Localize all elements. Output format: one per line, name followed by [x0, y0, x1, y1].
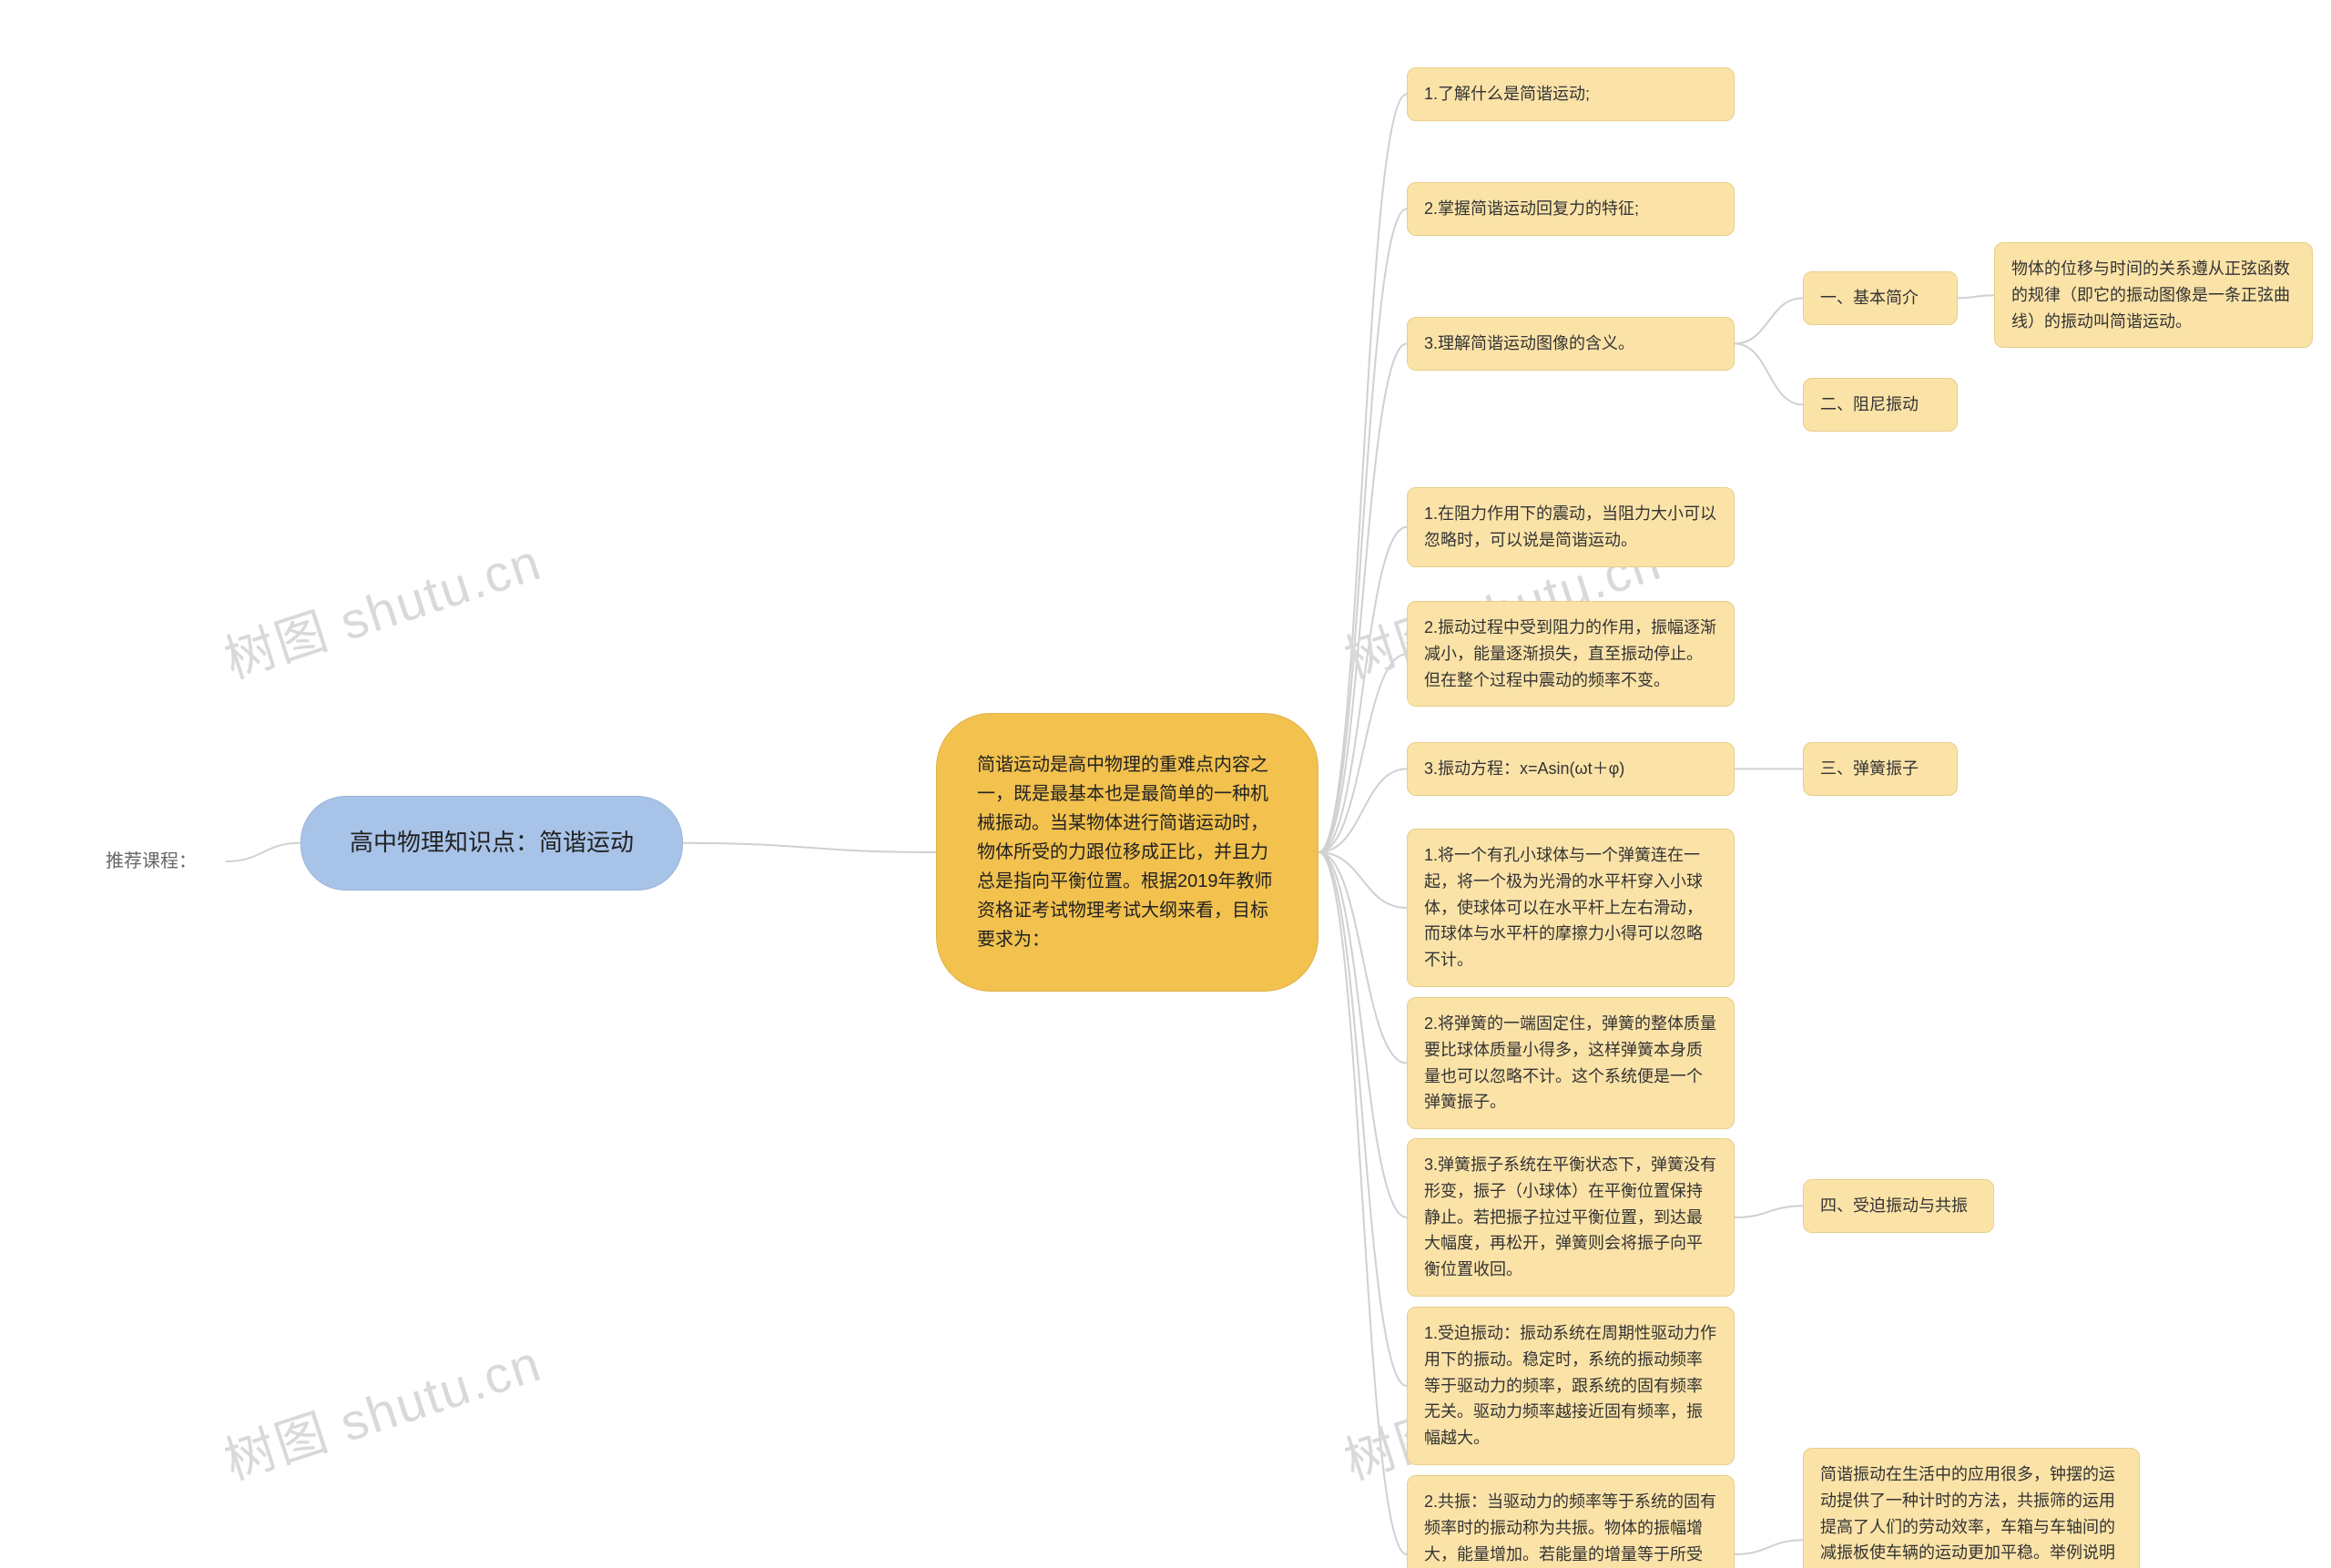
- recommend-label: 推荐课程：: [89, 834, 226, 889]
- goal-3[interactable]: 3.理解简谐运动图像的含义。: [1407, 317, 1735, 371]
- damped-3[interactable]: 3.振动方程：x=Asin(ωt＋φ): [1407, 742, 1735, 796]
- root-node[interactable]: 高中物理知识点：简谐运动: [300, 796, 683, 891]
- spring-2[interactable]: 2.将弹簧的一端固定住，弹簧的整体质量要比球体质量小得多，这样弹簧本身质量也可以…: [1407, 997, 1735, 1129]
- forced-title[interactable]: 四、受迫振动与共振: [1803, 1179, 1994, 1233]
- forced-2-app[interactable]: 简谐振动在生活中的应用很多，钟摆的运动提供了一种计时的方法，共振筛的运用提高了人…: [1803, 1448, 2140, 1568]
- watermark-2: 树图 shutu.cn: [214, 1322, 550, 1494]
- spring-1[interactable]: 1.将一个有孔小球体与一个弹簧连在一起，将一个极为光滑的水平杆穿入小球体，使球体…: [1407, 829, 1735, 987]
- damped-1[interactable]: 1.在阻力作用下的震动，当阻力大小可以忽略时，可以说是简谐运动。: [1407, 487, 1735, 567]
- forced-1[interactable]: 1.受迫振动：振动系统在周期性驱动力作用下的振动。稳定时，系统的振动频率等于驱动…: [1407, 1307, 1735, 1465]
- goal-1[interactable]: 1.了解什么是简谐运动;: [1407, 67, 1735, 121]
- intro-node[interactable]: 简谐运动是高中物理的重难点内容之一，既是最基本也是最简单的一种机械振动。当某物体…: [936, 713, 1318, 992]
- goal-3-damped[interactable]: 二、阻尼振动: [1803, 378, 1958, 432]
- spring-title[interactable]: 三、弹簧振子: [1803, 742, 1958, 796]
- goal-3-basic-desc[interactable]: 物体的位移与时间的关系遵从正弦函数的规律（即它的振动图像是一条正弦曲线）的振动叫…: [1994, 242, 2313, 348]
- goal-3-basic[interactable]: 一、基本简介: [1803, 271, 1958, 325]
- spring-3[interactable]: 3.弹簧振子系统在平衡状态下，弹簧没有形变，振子（小球体）在平衡位置保持静止。若…: [1407, 1138, 1735, 1297]
- goal-2[interactable]: 2.掌握简谐运动回复力的特征;: [1407, 182, 1735, 236]
- watermark-0: 树图 shutu.cn: [214, 521, 550, 693]
- damped-2[interactable]: 2.振动过程中受到阻力的作用，振幅逐渐减小，能量逐渐损失，直至振动停止。但在整个…: [1407, 601, 1735, 707]
- forced-2[interactable]: 2.共振：当驱动力的频率等于系统的固有频率时的振动称为共振。物体的振幅增大，能量…: [1407, 1475, 1735, 1568]
